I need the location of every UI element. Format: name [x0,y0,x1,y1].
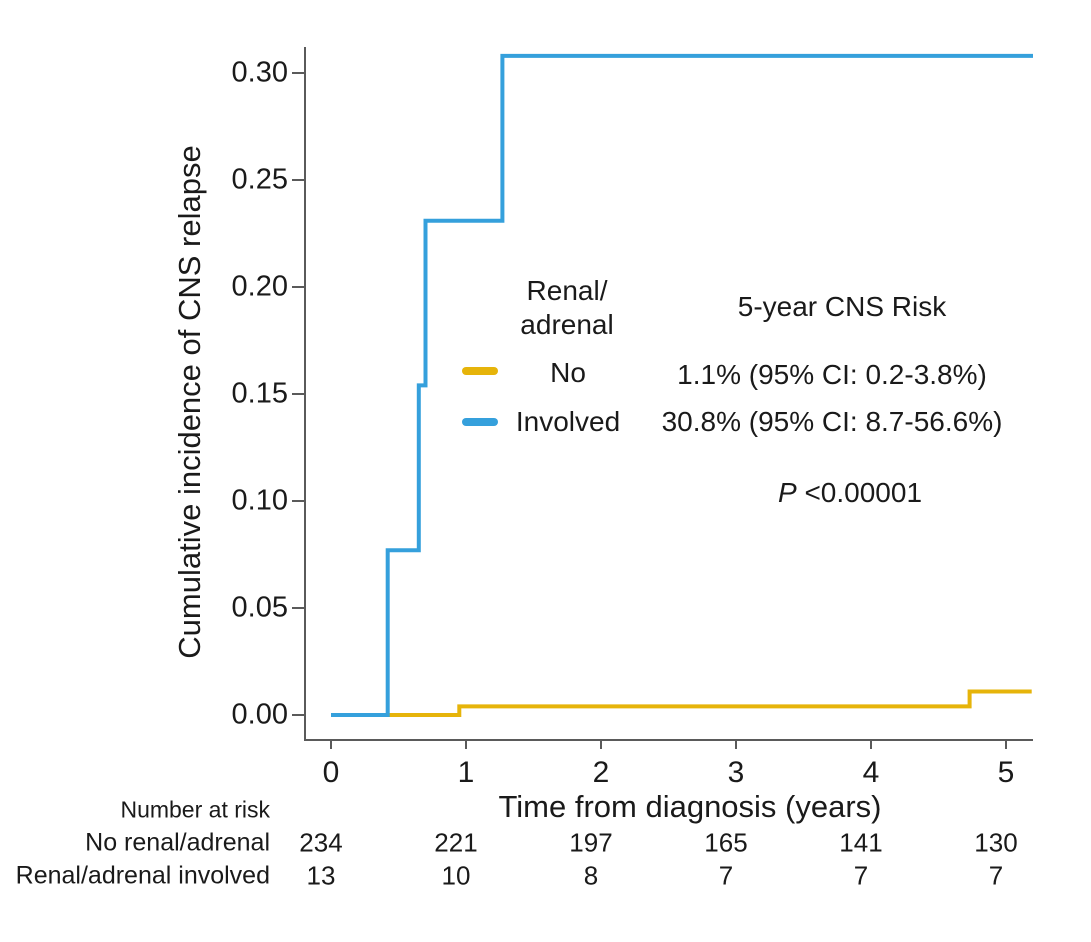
risk-row-label-involved: Renal/adrenal involved [15,861,270,890]
legend-title-line1: Renal/ [526,275,608,306]
legend-swatch-no-icon [462,367,498,375]
y-tick-label: 0.30 [231,56,288,89]
x-tick-label: 0 [322,756,340,789]
risk-value-involved-year4: 7 [853,860,869,891]
y-tick-label: 0.20 [231,270,288,303]
y-tick-label: 0.25 [231,163,288,196]
x-tick-label: 5 [997,756,1015,789]
axes-lines [304,47,1033,741]
legend-title: Renal/ adrenal [520,274,613,342]
risk-value-no-year2: 197 [569,827,613,858]
legend-label-involved: Involved [515,406,621,437]
series-no-curve [331,689,1032,717]
x-axis-title: Time from diagnosis (years) [498,789,882,824]
risk-row-label-no: No renal/adrenal [85,828,270,857]
x-tick-label: 2 [592,756,610,789]
legend-label-no: No [550,357,586,388]
risk-value-involved-year0: 13 [306,860,336,891]
risk-value-no-year4: 141 [839,827,883,858]
risk-annotation-no: 1.1% (95% CI: 0.2-3.8%) [677,359,987,390]
y-tick-label: 0.00 [231,698,288,731]
risk-value-no-year3: 165 [704,827,748,858]
risk-value-no-year0: 234 [299,827,343,858]
risk-value-involved-year5: 7 [988,860,1004,891]
risk-value-no-year1: 221 [434,827,478,858]
risk-value-involved-year3: 7 [718,860,734,891]
x-tick-label: 3 [727,756,745,789]
p-value: P <0.00001 [778,477,922,509]
risk-table-title: Number at risk [120,796,270,823]
p-value-number: <0.00001 [796,477,923,508]
y-tick-label: 0.10 [231,484,288,517]
p-value-symbol: P [777,477,797,508]
legend-title-line2: adrenal [520,309,614,340]
series-involved-curve [331,53,1033,717]
x-tick-label: 1 [457,756,475,789]
risk-value-involved-year2: 8 [583,860,599,891]
risk-value-no-year5: 130 [974,827,1018,858]
y-tick-label: 0.15 [231,377,288,410]
y-tick-label: 0.05 [231,591,288,624]
risk-annotation-header: 5-year CNS Risk [737,291,947,322]
x-tick-label: 4 [862,756,880,789]
risk-value-involved-year1: 10 [441,860,471,891]
risk-annotation-involved: 30.8% (95% CI: 8.7-56.6%) [661,406,1003,437]
legend-swatch-involved-icon [462,418,498,426]
